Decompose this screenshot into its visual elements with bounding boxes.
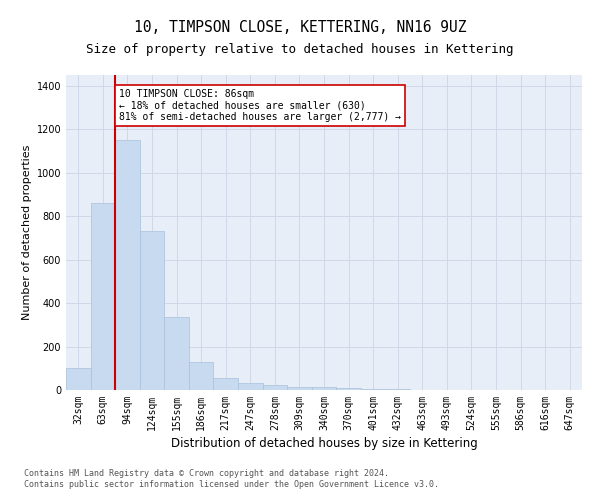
Bar xyxy=(140,232,164,390)
Y-axis label: Number of detached properties: Number of detached properties xyxy=(22,145,32,320)
Bar xyxy=(66,368,91,390)
Text: 10, TIMPSON CLOSE, KETTERING, NN16 9UZ: 10, TIMPSON CLOSE, KETTERING, NN16 9UZ xyxy=(134,20,466,35)
Bar xyxy=(263,385,287,390)
Bar xyxy=(214,378,238,390)
Bar xyxy=(115,140,140,390)
Bar xyxy=(312,387,336,390)
Bar xyxy=(361,389,385,390)
Bar xyxy=(238,384,263,390)
Text: Contains public sector information licensed under the Open Government Licence v3: Contains public sector information licen… xyxy=(24,480,439,489)
Bar xyxy=(189,362,214,390)
Text: Contains HM Land Registry data © Crown copyright and database right 2024.: Contains HM Land Registry data © Crown c… xyxy=(24,468,389,477)
Bar xyxy=(91,203,115,390)
Bar xyxy=(336,388,361,390)
Text: Size of property relative to detached houses in Kettering: Size of property relative to detached ho… xyxy=(86,42,514,56)
Bar xyxy=(287,386,312,390)
Text: 10 TIMPSON CLOSE: 86sqm
← 18% of detached houses are smaller (630)
81% of semi-d: 10 TIMPSON CLOSE: 86sqm ← 18% of detache… xyxy=(119,89,401,122)
X-axis label: Distribution of detached houses by size in Kettering: Distribution of detached houses by size … xyxy=(170,437,478,450)
Bar xyxy=(164,317,189,390)
